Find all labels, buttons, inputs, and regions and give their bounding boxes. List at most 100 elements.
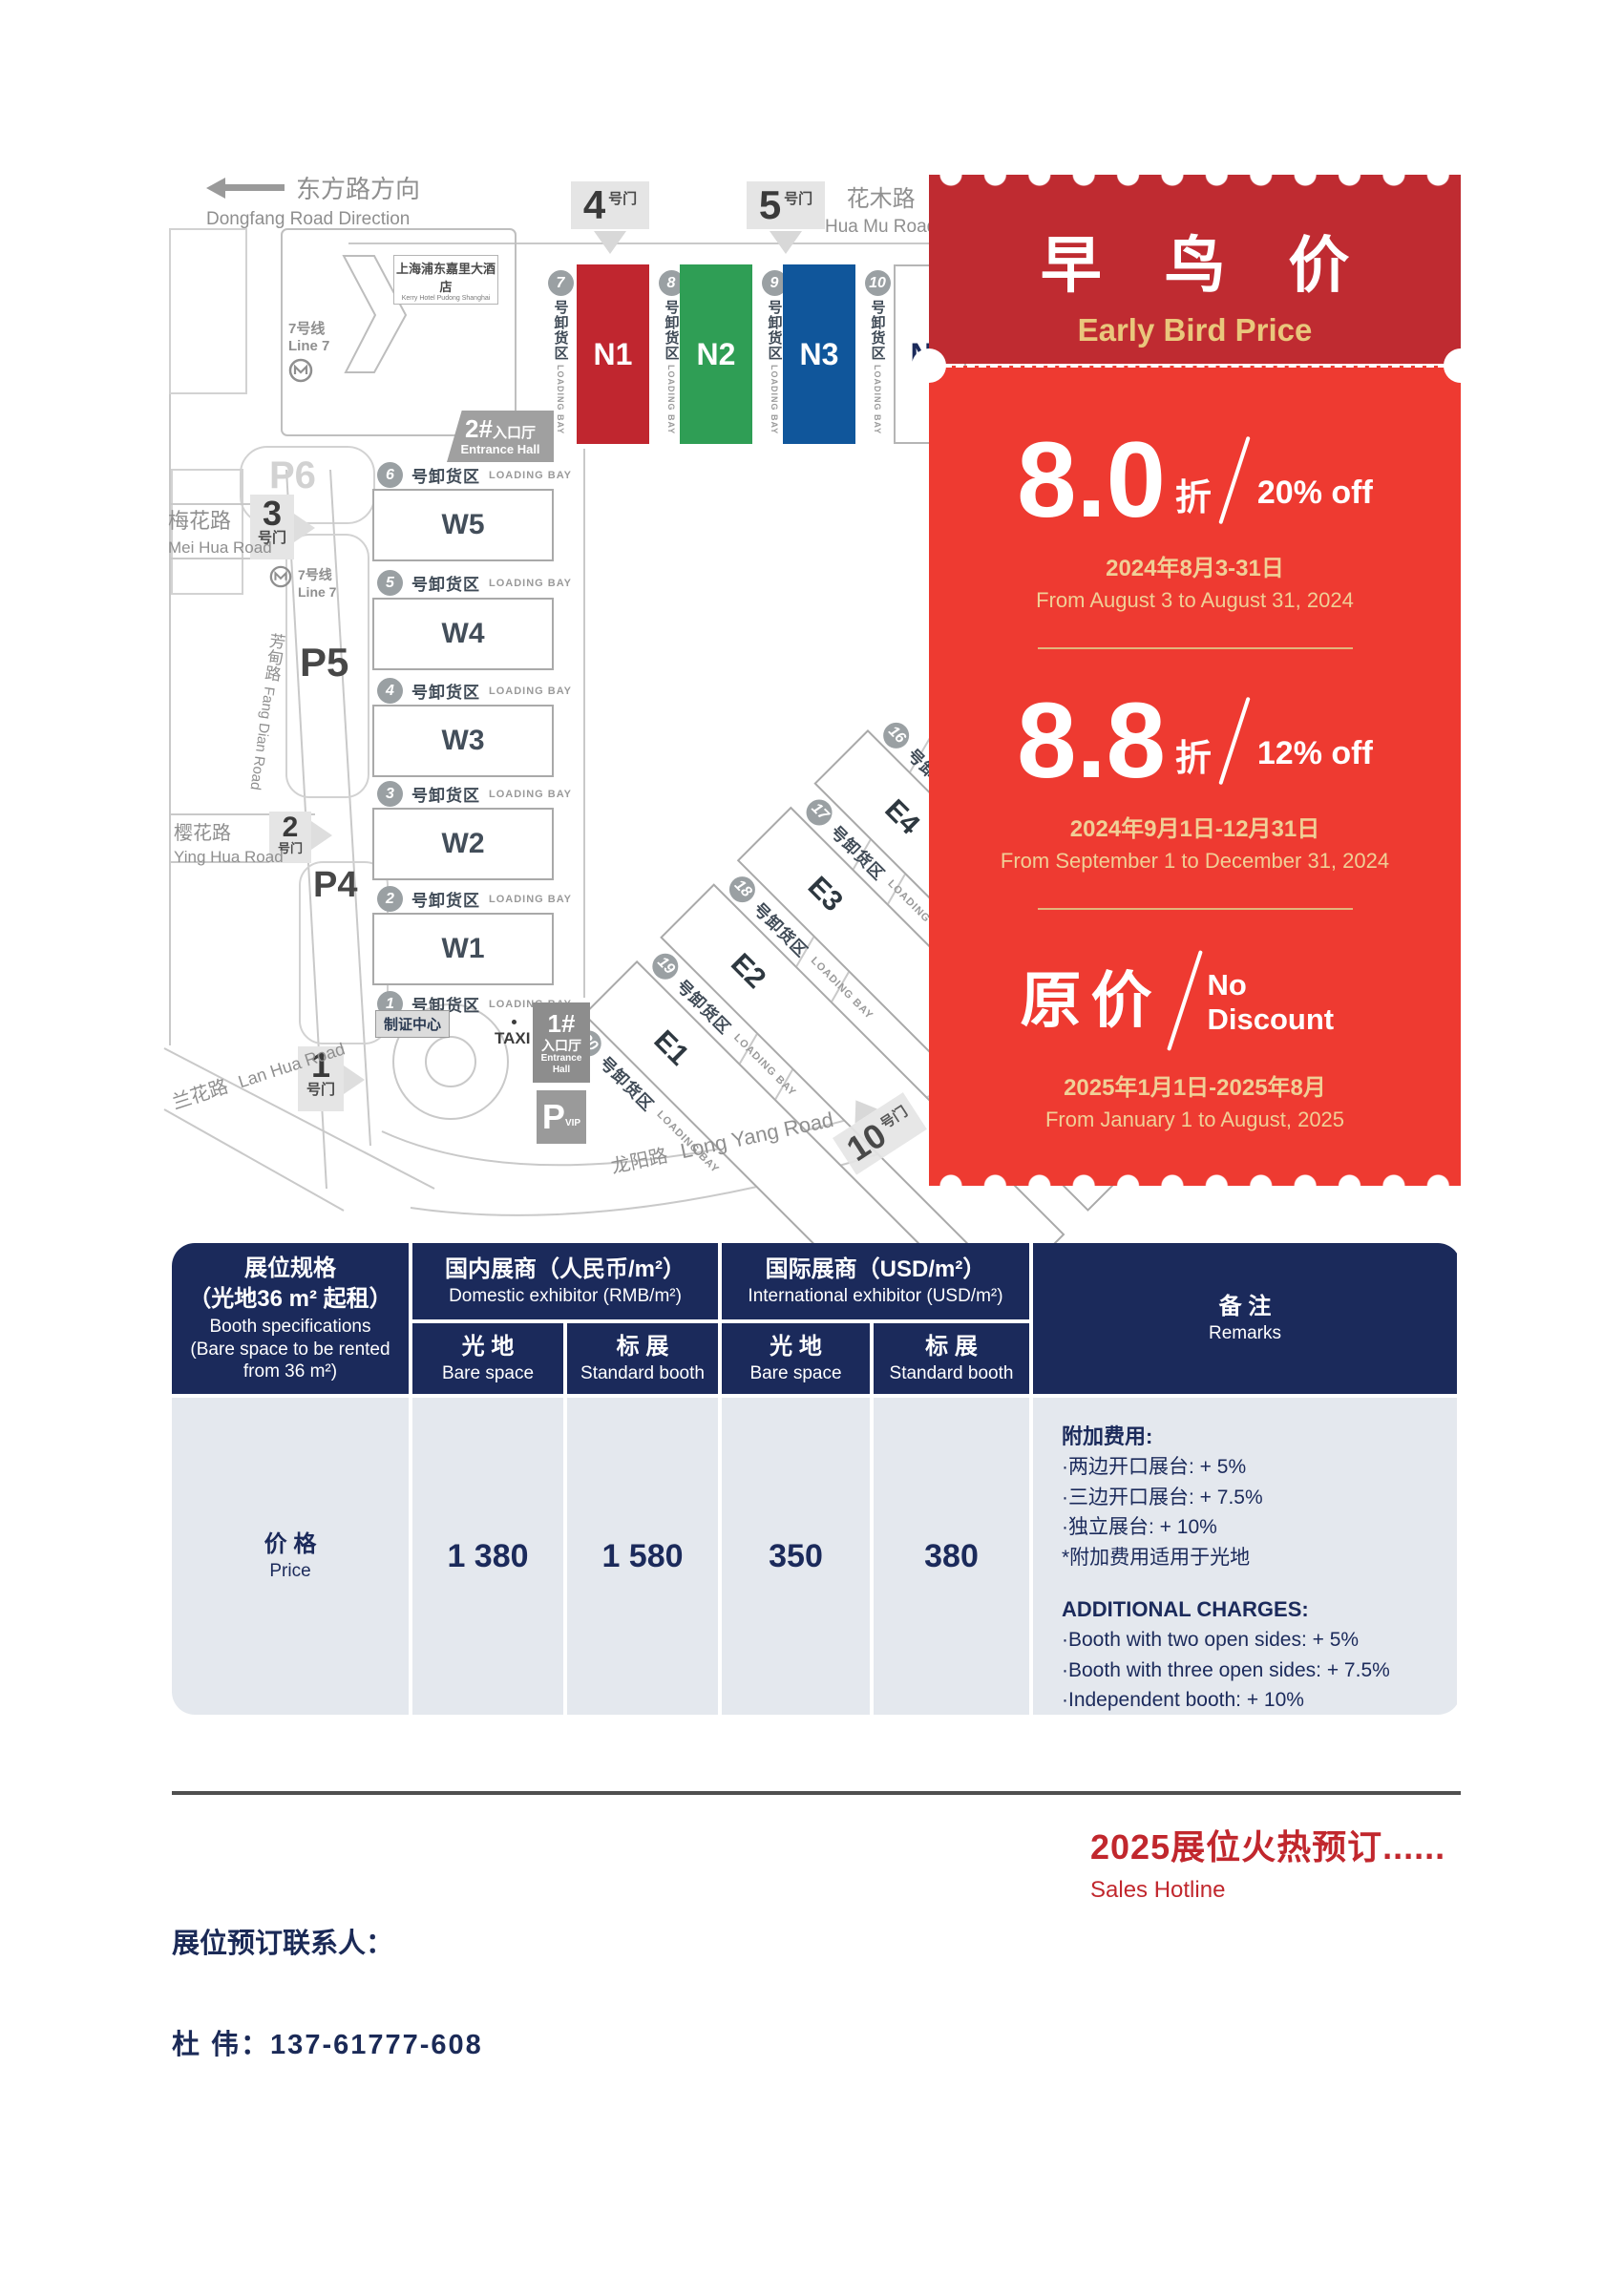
huamu-road: 花木路 Hua Mu Road — [825, 179, 937, 238]
hall-w3-label: W3 — [441, 725, 485, 756]
intl-bare-zh: 光 地 — [770, 1333, 822, 1360]
gate-1-arrow-icon — [344, 1065, 365, 1094]
col-header-remarks: 备 注 Remarks — [1033, 1243, 1457, 1394]
early-bird-ticket: 早 鸟 价 Early Bird Price 8.0 折 20% off 202… — [912, 175, 1478, 1186]
spec-en3: from 36 m²) — [243, 1361, 338, 1382]
promo-subtitle: Sales Hotline — [1090, 1877, 1226, 1903]
remarks-zh-line: ·三边开口展台: + 7.5% — [1062, 1486, 1263, 1508]
tier-1-dates: 2024年8月3-31日 From August 3 to August 31,… — [1036, 549, 1354, 613]
bay-4-zh: 号卸货区 — [411, 684, 480, 702]
tier-1-slash-icon — [1218, 435, 1251, 525]
hall-w5-label: W5 — [441, 509, 485, 540]
intl-std-zh: 标 展 — [925, 1333, 978, 1360]
bay-10-en: LOADING BAY — [873, 365, 882, 435]
hotel-name-en: Kerry Hotel Pudong Shanghai — [401, 294, 491, 302]
tier-1-date-en: From August 3 to August 31, 2024 — [1036, 588, 1354, 612]
loading-bay-7: 7 号卸货区 LOADING BAY — [546, 270, 575, 475]
gate-3-arrow-icon — [294, 514, 315, 542]
ticket-header: 早 鸟 价 Early Bird Price — [929, 175, 1461, 364]
ticket-notch-left — [912, 348, 946, 383]
tier-3-dates: 2025年1月1日-2025年8月 From January 1 to Augu… — [1045, 1068, 1344, 1132]
gate-3: 3 号门 — [250, 495, 294, 559]
dongfang-road-zh: 东方路方向 — [296, 175, 421, 203]
metro-line7-zh: 7号线 — [298, 567, 332, 582]
intl-bare-en: Bare space — [749, 1363, 842, 1384]
remarks-en: Remarks — [1208, 1323, 1281, 1344]
entrance-1-zh: 入口厅 — [541, 1038, 581, 1054]
yinghua-road: 樱花路 Ying Hua Road — [174, 817, 284, 867]
tier-3-slash-icon — [1166, 950, 1203, 1051]
intl-zh: 国际展商（USD/m²） — [765, 1255, 986, 1282]
tier-1-unit: 折 — [1174, 477, 1212, 518]
tier-3: 原价 No Discount — [1021, 948, 1370, 1053]
promo-title: 2025展位火热预订...... — [1090, 1827, 1446, 1867]
intl-std-en: Standard booth — [889, 1363, 1014, 1384]
hall-w3: W3 — [372, 705, 554, 777]
parking-p6: P6 — [269, 454, 316, 496]
hall-e2-label: E2 — [725, 947, 772, 995]
entrance-2-en: Entrance Hall — [460, 442, 540, 457]
tier-1-discount: 8.0 — [1017, 420, 1166, 539]
bay-6-en: LOADING BAY — [489, 469, 572, 481]
hall-w1: W1 — [372, 913, 554, 985]
yinghua-road-zh: 樱花路 — [174, 823, 231, 844]
dongfang-road-en: Dongfang Road Direction — [206, 209, 411, 229]
spec-en2: (Bare space to be rented — [190, 1339, 390, 1360]
spec-zh2: （光地36 m² 起租） — [188, 1286, 392, 1313]
gate-1-number: 1 — [310, 1045, 331, 1085]
tier-1-off: 20% off — [1256, 474, 1373, 511]
price-dom-bare: 1 380 — [412, 1398, 563, 1715]
metro-line7-zh: 7号线 — [288, 321, 326, 337]
parking-p4: P4 — [313, 865, 358, 905]
price-intl-std: 380 — [874, 1398, 1029, 1715]
intl-en: International exhibitor (USD/m²) — [748, 1286, 1003, 1307]
remarks-zh-line: ·两边开口展台: + 5% — [1062, 1456, 1247, 1478]
hall-n2-label: N2 — [696, 336, 736, 371]
remarks-zh-line: *附加费用适用于光地 — [1062, 1546, 1251, 1569]
tier-3-date-en: From January 1 to August, 2025 — [1044, 1107, 1345, 1131]
bay-7-number: 7 — [547, 270, 574, 296]
taxi-label: TAXI — [495, 1029, 531, 1047]
ticket-title-zh: 早 鸟 价 — [1040, 231, 1373, 300]
entrance-hall-2: 2#入口厅 Entrance Hall — [447, 411, 554, 462]
bay-4-number: 4 — [377, 678, 403, 704]
contact-phone: 杜 伟：137-61777-608 — [172, 2030, 483, 2060]
hall-e1-label: E1 — [647, 1024, 695, 1072]
tier-2-unit: 折 — [1174, 738, 1212, 779]
tier-1: 8.0 折 20% off — [1017, 427, 1373, 534]
loading-bay-10: 10 号卸货区 LOADING BAY — [863, 270, 892, 475]
gate-5: 5 号门 — [747, 181, 825, 229]
dongfang-direction: 东方路方向 Dongfang Road Direction — [206, 170, 420, 230]
entrance-2-num: 2# — [465, 413, 493, 443]
bay-3-zh: 号卸货区 — [411, 787, 480, 805]
bay-6-number: 6 — [377, 462, 403, 488]
hall-e4-label: E4 — [878, 793, 926, 841]
gate-5-number: 5 — [758, 182, 782, 227]
dom-bare-en: Bare space — [441, 1363, 535, 1384]
price-dom-std: 1 580 — [567, 1398, 718, 1715]
bay-8-zh: 号卸货区 — [663, 300, 680, 361]
meihua-road-en: Mei Hua Road — [168, 538, 272, 557]
remarks-en-line: ·Booth with three open sides: + 7.5% — [1062, 1658, 1390, 1681]
bay-5-en: LOADING BAY — [489, 577, 572, 589]
price-intl-bare: 350 — [722, 1398, 870, 1715]
bay-2-en: LOADING BAY — [489, 893, 572, 905]
gate-2-arrow-icon — [311, 821, 332, 850]
hall-w2-label: W2 — [441, 828, 485, 859]
sales-promo: 2025展位火热预订...... Sales Hotline — [1090, 1820, 1445, 1904]
tier-3-discount: 原价 — [1020, 966, 1162, 1035]
vip-parking-sub: VIP — [564, 1118, 581, 1129]
remarks-en-line: ·Independent booth: + 10% — [1062, 1689, 1304, 1711]
bay-3-en: LOADING BAY — [489, 788, 572, 800]
bay-10-number: 10 — [864, 270, 891, 296]
bay-6-zh: 号卸货区 — [411, 468, 480, 486]
tier-2-off: 12% off — [1256, 734, 1373, 771]
left-arrow-icon — [206, 177, 225, 199]
remarks-en-title: ADDITIONAL CHARGES: — [1062, 1597, 1309, 1621]
loading-bay-6: 6 号卸货区 LOADING BAY — [377, 462, 572, 488]
gate-1-label: 号门 — [306, 1082, 335, 1098]
gate-2-label: 号门 — [277, 841, 303, 855]
badge-center: 制证中心 — [375, 1010, 451, 1038]
gate-4-number: 4 — [582, 182, 606, 227]
hotel-label: 上海浦东嘉里大酒店 Kerry Hotel Pudong Shanghai — [393, 255, 498, 305]
